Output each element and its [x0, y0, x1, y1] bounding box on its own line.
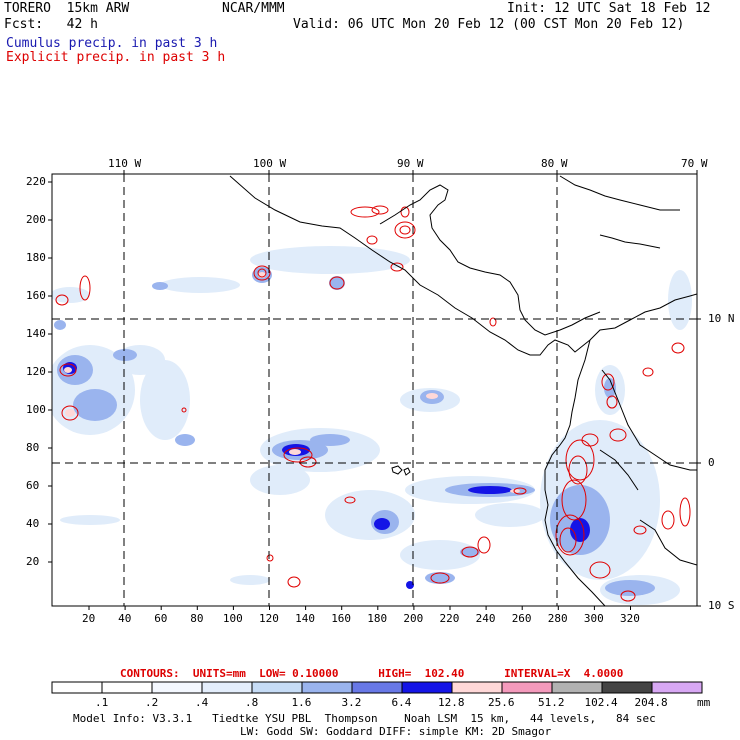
- explicit-precip-contours: [55, 205, 691, 602]
- model-title: TORERO 15km ARW: [4, 1, 130, 16]
- colorbar-cell: [151, 681, 203, 694]
- organization-label: NCAR/MMM: [222, 1, 285, 16]
- left-y-tick-label: 160: [26, 289, 46, 302]
- bottom-x-tick-label: 320: [620, 612, 640, 625]
- colorbar-label: 6.4: [391, 696, 412, 709]
- right-lat-label: 10 S: [708, 599, 735, 612]
- colorbar-cell: [51, 681, 103, 694]
- left-y-tick-label: 180: [26, 251, 46, 264]
- bottom-x-tick-label: 160: [331, 612, 352, 625]
- top-lon-label: 90 W: [397, 157, 424, 170]
- bottom-x-tick-label: 140: [295, 612, 315, 625]
- valid-time: Valid: 06 UTC Mon 20 Feb 12 (00 CST Mon …: [293, 17, 685, 32]
- coastlines: [229, 175, 697, 606]
- bottom-x-tick-label: 260: [511, 612, 532, 625]
- bottom-x-tick-label: 40: [118, 612, 132, 625]
- colorbar-cell: [551, 681, 603, 694]
- colorbar-cell: [101, 681, 153, 694]
- model-info-line: Model Info: V3.3.1 Tiedtke YSU PBL Thomp…: [73, 712, 656, 725]
- bottom-x-tick-label: 300: [583, 612, 604, 625]
- left-y-tick-label: 80: [26, 441, 40, 454]
- colorbar-cell: [351, 681, 403, 694]
- left-y-tick-label: 20: [26, 555, 40, 568]
- init-time: Init: 12 UTC Sat 18 Feb 12: [507, 1, 711, 16]
- colorbar-cell: [651, 681, 703, 694]
- precip-field: [52, 246, 692, 605]
- colorbar-label: .4: [195, 696, 209, 709]
- top-lon-label: 100 W: [253, 157, 287, 170]
- left-y-tick-label: 120: [26, 365, 46, 378]
- colorbar-label: .2: [145, 696, 159, 709]
- bottom-x-tick-label: 200: [403, 612, 424, 625]
- colorbar-label: 51.2: [538, 696, 565, 709]
- colorbar-label: 102.4: [584, 696, 618, 709]
- bottom-x-tick-label: 240: [475, 612, 496, 625]
- top-lon-label: 80 W: [541, 157, 568, 170]
- left-y-tick-label: 100: [26, 403, 46, 416]
- bottom-x-tick-label: 280: [547, 612, 568, 625]
- colorbar-label: .1: [95, 696, 109, 709]
- colorbar-label: 3.2: [341, 696, 362, 709]
- bottom-x-tick-label: 20: [82, 612, 96, 625]
- bottom-x-tick-label: 80: [190, 612, 204, 625]
- physics-info-line: LW: Godd SW: Goddard DIFF: simple KM: 2D…: [240, 725, 552, 738]
- colorbar-label: 12.8: [438, 696, 465, 709]
- colorbar-label: .8: [245, 696, 259, 709]
- map-frame: [51, 173, 698, 607]
- left-y-tick-label: 220: [26, 175, 46, 188]
- bottom-x-tick-label: 180: [367, 612, 388, 625]
- forecast-hour: Fcst: 42 h: [4, 17, 98, 32]
- lat-lon-grid: [52, 174, 697, 606]
- top-lon-label: 110 W: [108, 157, 142, 170]
- right-lat-label: 10 N: [708, 312, 735, 325]
- axis-ticks: [48, 170, 701, 610]
- top-lon-label: 70 W: [681, 157, 708, 170]
- colorbar-label: 204.8: [634, 696, 668, 709]
- left-y-tick-label: 140: [26, 327, 46, 340]
- left-y-tick-label: 60: [26, 479, 40, 492]
- colorbar-cell: [601, 681, 653, 694]
- colorbar-cell: [201, 681, 253, 694]
- bottom-x-tick-label: 120: [259, 612, 279, 625]
- right-lat-label: 0: [708, 456, 715, 469]
- colorbar-cell: [301, 681, 353, 694]
- left-y-tick-label: 200: [26, 213, 46, 226]
- colorbar-cell: [501, 681, 553, 694]
- left-y-tick-label: 40: [26, 517, 40, 530]
- colorbar-cell: [251, 681, 303, 694]
- colorbar-unit: mm: [697, 696, 711, 709]
- bottom-x-tick-label: 100: [222, 612, 243, 625]
- colorbar-label: 25.6: [488, 696, 515, 709]
- bottom-x-tick-label: 220: [439, 612, 460, 625]
- colorbar-label: 1.6: [291, 696, 312, 709]
- bottom-x-tick-label: 60: [154, 612, 168, 625]
- colorbar-cell: [451, 681, 503, 694]
- colorbar-cell: [401, 681, 453, 694]
- colorbar: [51, 681, 703, 694]
- cumulus-legend-line: Cumulus precip. in past 3 h: [6, 36, 218, 51]
- contours-summary: CONTOURS: UNITS=mm LOW= 0.10000 HIGH= 10…: [120, 667, 624, 680]
- explicit-legend-line: Explicit precip. in past 3 h: [6, 50, 226, 65]
